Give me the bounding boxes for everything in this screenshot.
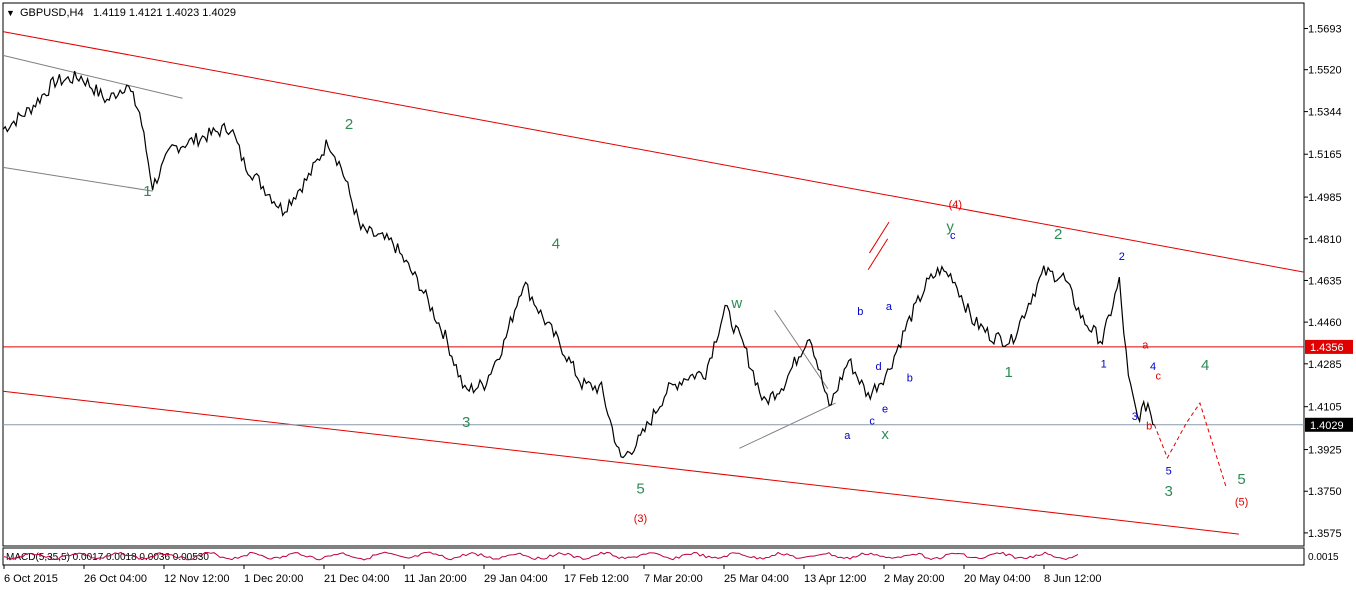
price-tag-label: 1.4029 [1310, 420, 1344, 432]
wave-label: y [946, 219, 954, 236]
y-tick-label: 1.4810 [1308, 234, 1342, 246]
y-tick-label: 1.3750 [1308, 486, 1342, 498]
projection-path [1153, 401, 1227, 487]
wave-label: a [844, 430, 851, 442]
wave-label: 3 [462, 414, 470, 431]
y-tick-label: 1.5165 [1308, 149, 1342, 161]
wave-label: (3) [634, 513, 647, 525]
aux-line-1 [2, 166, 153, 192]
wave-label: 2 [1119, 251, 1125, 263]
wave-label: c [950, 230, 956, 242]
wave-label: (5) [1235, 497, 1248, 509]
macd-line [3, 551, 1079, 561]
y-tick-label: 1.5520 [1308, 65, 1342, 77]
x-tick-label: 1 Dec 20:00 [244, 573, 303, 585]
wave-label: 4 [552, 235, 560, 252]
indicator-scale-label: 0.0015 [1308, 552, 1339, 563]
aux-line-0 [2, 54, 183, 99]
wave-label: 2 [1054, 226, 1062, 243]
indicator-label: MACD(5,35,5) 0.0017 0.0018 0.0036 0.0053… [6, 552, 209, 563]
y-tick-label: 1.4105 [1308, 402, 1342, 414]
aux-line-2 [739, 402, 836, 449]
y-tick-label: 1.3925 [1308, 445, 1342, 457]
wave-label: x [881, 426, 889, 443]
x-tick-label: 11 Jan 20:00 [404, 573, 467, 585]
y-tick-label: 1.4285 [1308, 359, 1342, 371]
channel-line-0 [2, 31, 1305, 273]
x-tick-label: 29 Jan 04:00 [484, 573, 548, 585]
wave-label: d [876, 361, 882, 373]
symbol-label: GBPUSD,H4 [20, 7, 84, 19]
wave-label: e [882, 404, 888, 416]
y-tick-label: 1.4635 [1308, 275, 1342, 287]
wave-label: a [886, 301, 893, 313]
price-tag [1305, 417, 1353, 432]
wave-label: (4) [949, 199, 962, 211]
wave-label: w [730, 295, 742, 312]
wave-label: 4 [1201, 357, 1209, 374]
x-tick-label: 21 Dec 04:00 [324, 573, 389, 585]
x-tick-label: 25 Mar 04:00 [724, 573, 789, 585]
wave-label: 5 [1237, 471, 1245, 488]
wave-label: 3 [1165, 483, 1173, 500]
y-tick-label: 1.3575 [1308, 528, 1342, 540]
ohlc-label: 1.4119 1.4121 1.4023 1.4029 [93, 7, 236, 19]
wedge-line-0 [867, 238, 889, 271]
price-series [2, 70, 1155, 459]
wave-label: c [869, 416, 875, 428]
x-tick-label: 13 Apr 12:00 [804, 573, 866, 585]
price-tag-label: 1.4356 [1310, 342, 1344, 354]
main-plot-frame [2, 2, 1305, 547]
x-tick-label: 7 Mar 20:00 [644, 573, 703, 585]
wave-label: b [907, 373, 913, 385]
x-axis: 6 Oct 2015 26 Oct 04:00 12 Nov 12:00 1 Dec … [3, 565, 1102, 585]
x-tick-label: 6 Oct 2015 [4, 573, 58, 585]
wave-label: 1 [143, 183, 151, 200]
x-tick-label: 2 May 20:00 [884, 573, 945, 585]
y-tick-label: 1.4460 [1308, 317, 1342, 329]
wave-label: 1 [1101, 358, 1107, 370]
x-tick-label: 8 Jun 12:00 [1044, 573, 1102, 585]
wave-label: 5 [636, 481, 644, 498]
dropdown-arrow-icon[interactable]: ▼ [6, 8, 15, 18]
x-tick-label: 20 May 04:00 [964, 573, 1031, 585]
wave-label: b [857, 306, 863, 318]
wave-label: 5 [1166, 466, 1172, 478]
channel-line-1 [2, 390, 1240, 535]
indicator-frame [2, 547, 1305, 566]
x-tick-label: 12 Nov 12:00 [164, 573, 229, 585]
wave-label: 1 [1005, 364, 1013, 381]
x-tick-label: 17 Feb 12:00 [564, 573, 629, 585]
wave-label: 4 [1150, 361, 1156, 373]
y-tick-label: 1.4985 [1308, 192, 1342, 204]
y-tick-label: 1.5693 [1308, 23, 1342, 35]
x-tick-label: 26 Oct 04:00 [84, 573, 147, 585]
wave-label: 3 [1132, 411, 1138, 423]
wave-label: c [1156, 370, 1162, 382]
wave-label: 2 [345, 116, 353, 133]
y-axis: 1.5693 1.5520 1.5344 1.5165 1.4985 1.4810 1.46… [1304, 23, 1353, 540]
chart-layer: 1 2 3 4 5 (3) w x y (4) 1 2 1 2 3 4 5 3 4 5 (5) a b c d e a b c a b c [2, 31, 1305, 535]
wave-label: a [1142, 339, 1149, 351]
wave-label: b [1146, 420, 1152, 432]
aux-line-3 [774, 309, 829, 390]
wedge-line-1 [869, 221, 890, 254]
price-tag [1305, 339, 1353, 354]
y-tick-label: 1.5344 [1308, 107, 1342, 119]
